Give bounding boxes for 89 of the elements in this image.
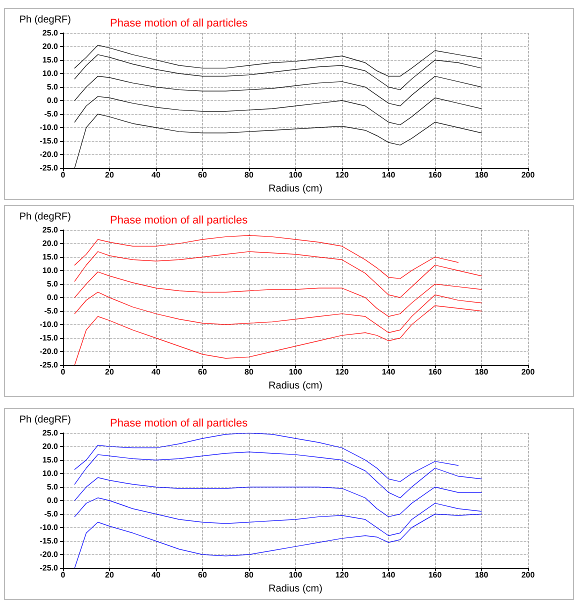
x-tick-label: 120 [335, 170, 350, 180]
x-axis-title: Radius (cm) [268, 184, 322, 194]
y-tick-label: -10.0 [40, 123, 59, 132]
chart-title: Phase motion of all particles [110, 418, 248, 430]
y-tick-label: 5.0 [46, 482, 59, 492]
x-tick-label: 60 [198, 368, 208, 377]
y-tick-label: -25.0 [40, 164, 59, 173]
x-tick-label: 160 [428, 570, 442, 580]
line-series [74, 292, 482, 333]
y-tick-label: -20.0 [40, 150, 59, 160]
line-series [74, 452, 482, 498]
y-tick-label: -15.0 [40, 536, 59, 546]
line-series [74, 54, 482, 90]
y-tick-label: -25.0 [40, 360, 59, 370]
y-tick-label: -25.0 [40, 564, 59, 573]
y-tick-label: 10.0 [42, 266, 59, 276]
chart-title: Phase motion of all particles [110, 214, 248, 226]
x-tick-label: 180 [474, 368, 489, 377]
y-tick-label: -10.0 [40, 523, 59, 532]
x-tick-label: 140 [382, 368, 396, 377]
x-tick-label: 20 [105, 368, 114, 377]
y-tick-label: -15.0 [40, 334, 59, 343]
x-tick-label: 200 [521, 570, 536, 580]
x-tick-label: 200 [521, 368, 536, 377]
x-tick-label: 0 [60, 570, 66, 580]
y-tick-label: 15.0 [42, 56, 59, 65]
y-tick-label: 15.0 [42, 456, 59, 465]
y-tick-label: 5.0 [46, 82, 59, 92]
x-tick-label: 100 [288, 170, 303, 180]
line-series [74, 96, 482, 126]
x-axis-title: Radius (cm) [268, 584, 322, 594]
x-tick-label: 80 [244, 570, 254, 580]
line-series [74, 432, 459, 482]
x-tick-label: 140 [382, 570, 396, 580]
x-tick-label: 100 [288, 570, 303, 580]
y-tick-label: -10.0 [40, 320, 59, 330]
y-tick-label: 25.0 [42, 226, 59, 234]
line-series [74, 514, 482, 568]
x-tick-label: 20 [105, 170, 114, 180]
x-tick-label: 180 [474, 170, 489, 180]
x-tick-label: 160 [428, 368, 442, 377]
y-tick-label: 10.0 [42, 469, 59, 478]
x-tick-label: 160 [428, 170, 442, 180]
x-tick-label: 60 [198, 170, 208, 180]
y-tick-label: -5.0 [44, 510, 59, 519]
y-tick-label: 0.0 [46, 96, 59, 106]
y-axis-title: Ph (degRF) [19, 212, 71, 222]
y-axis-title: Ph (degRF) [19, 14, 71, 26]
x-tick-label: 40 [152, 570, 161, 580]
y-tick-label: 10.0 [42, 69, 59, 78]
line-series [74, 477, 482, 518]
x-tick-label: 40 [152, 170, 161, 180]
x-tick-label: 100 [288, 368, 303, 377]
y-tick-label: 0.0 [46, 293, 59, 302]
y-tick-label: 25.0 [42, 28, 59, 38]
chart-title: Phase motion of all particles [110, 18, 248, 30]
y-tick-label: 0.0 [46, 496, 59, 506]
y-tick-label: 15.0 [42, 252, 59, 262]
y-tick-label: -20.0 [40, 550, 59, 560]
x-tick-label: 200 [521, 170, 536, 180]
line-series [74, 272, 482, 317]
y-tick-label: -5.0 [44, 306, 59, 316]
x-tick-label: 60 [198, 570, 208, 580]
y-tick-label: -15.0 [40, 136, 59, 146]
y-tick-label: -5.0 [44, 110, 59, 119]
y-tick-label: 20.0 [42, 442, 59, 452]
y-tick-label: 5.0 [46, 280, 59, 289]
y-tick-label: 20.0 [42, 239, 59, 248]
line-series [74, 498, 482, 536]
x-tick-label: 180 [474, 570, 489, 580]
x-axis-title: Radius (cm) [268, 380, 322, 392]
x-tick-label: 20 [105, 570, 114, 580]
y-tick-label: 25.0 [42, 428, 59, 438]
line-series [74, 305, 482, 366]
x-tick-label: 0 [60, 368, 66, 377]
line-series [74, 76, 482, 106]
x-tick-label: 0 [60, 170, 66, 180]
line-series [74, 251, 482, 298]
y-tick-label: -20.0 [40, 347, 59, 356]
y-axis-title: Ph (degRF) [19, 414, 71, 426]
x-tick-label: 120 [335, 570, 350, 580]
line-series [74, 235, 459, 279]
line-series [74, 44, 482, 77]
x-tick-label: 80 [244, 170, 254, 180]
x-tick-label: 80 [244, 368, 254, 377]
x-tick-label: 120 [335, 368, 350, 377]
x-tick-label: 140 [382, 170, 396, 180]
y-tick-label: 20.0 [42, 42, 59, 52]
x-tick-label: 40 [152, 368, 161, 377]
